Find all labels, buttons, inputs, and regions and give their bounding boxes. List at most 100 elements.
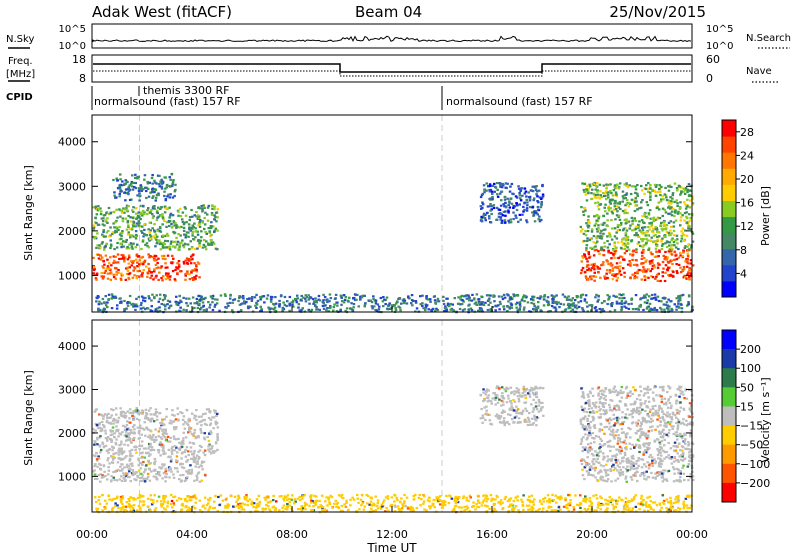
power-cell [339, 294, 343, 297]
velocity-cell [287, 497, 291, 501]
power-cell [159, 241, 162, 244]
velocity-cell [122, 414, 126, 417]
power-cell [123, 309, 126, 312]
power-cell [132, 210, 135, 213]
velocity-cell [100, 420, 104, 424]
power-cell [95, 246, 98, 249]
velocity-cell [572, 508, 576, 511]
velocity-cell [595, 494, 598, 497]
power-cell [227, 304, 230, 308]
power-cell [193, 306, 196, 309]
velocity-cell [528, 504, 531, 507]
velocity-cell [172, 496, 175, 499]
power-cell [664, 250, 667, 254]
power-cell [485, 294, 489, 297]
velocity-cell [180, 440, 184, 443]
velocity-cell [92, 454, 96, 457]
power-cell [131, 188, 135, 191]
velocity-cell [92, 470, 95, 473]
power-cell [652, 264, 656, 267]
power-cell [667, 206, 670, 209]
power-colorbar-segment [722, 120, 736, 137]
power-cell [684, 203, 687, 206]
velocity-cell [104, 507, 107, 510]
power-cell [517, 220, 520, 223]
power-cell [523, 201, 526, 204]
velocity-cell [109, 433, 113, 436]
power-cell [131, 261, 135, 264]
velocity-cell [683, 505, 686, 508]
velocity-cell [213, 411, 217, 414]
power-cell [627, 303, 630, 306]
power-cell [638, 220, 641, 223]
velocity-cell [209, 497, 212, 500]
power-cell [99, 254, 102, 257]
power-cell [609, 262, 613, 265]
velocity-cell [137, 432, 141, 435]
power-cell [617, 256, 620, 259]
velocity-cell [102, 475, 105, 478]
velocity-cell [101, 474, 104, 477]
velocity-cell [121, 468, 124, 471]
power-cell [620, 299, 624, 303]
power-cell [510, 202, 514, 205]
power-cell [603, 245, 607, 248]
power-cell [94, 277, 98, 280]
velocity-cell [99, 451, 102, 454]
velocity-cell [647, 505, 650, 508]
velocity-cell [211, 507, 215, 510]
power-cell [674, 219, 678, 222]
velocity-cell [212, 427, 215, 430]
power-cell [518, 194, 522, 197]
power-cell [580, 260, 584, 263]
power-cell [641, 250, 645, 253]
velocity-cell [186, 423, 190, 426]
nsearch-tick-top: 10^5 [706, 24, 733, 35]
power-cell [668, 205, 671, 208]
power-cell [106, 301, 109, 304]
power-cell [575, 307, 579, 310]
velocity-cell [216, 426, 220, 429]
power-cell [459, 298, 462, 301]
velocity-cell [167, 456, 170, 459]
power-cell [636, 194, 639, 197]
power-cell [121, 220, 125, 223]
velocity-cell [296, 497, 300, 500]
velocity-cell [602, 503, 605, 506]
velocity-cell [584, 500, 587, 503]
cpid-text-themis: themis 3300 RF [143, 84, 230, 97]
velocity-cell [646, 509, 650, 512]
velocity-cell [257, 494, 261, 497]
power-cell [182, 262, 186, 265]
power-cell [651, 217, 654, 220]
power-cell [360, 296, 364, 299]
power-cell [424, 303, 427, 306]
power-cell [248, 297, 251, 300]
power-cell [353, 298, 357, 302]
velocity-cell [197, 466, 201, 469]
power-cell [166, 240, 170, 243]
velocity-cell [103, 499, 107, 502]
velocity-cell [112, 419, 115, 422]
power-cell [168, 216, 171, 219]
velocity-cell [103, 506, 106, 509]
power-cell [192, 225, 195, 229]
power-cell [174, 300, 177, 303]
power-cell [165, 232, 169, 235]
velocity-cell [101, 429, 104, 432]
velocity-cell [250, 500, 254, 503]
power-cell [143, 228, 146, 231]
velocity-cell [131, 425, 135, 428]
power-cell [136, 194, 139, 197]
power-cell [635, 248, 638, 251]
power-cell [631, 254, 634, 257]
power-cell [185, 262, 189, 265]
power-cell [648, 222, 652, 225]
power-cell [597, 250, 600, 253]
power-cell [603, 241, 606, 244]
velocity-cell [138, 429, 141, 433]
power-cell [499, 216, 503, 219]
power-cell [542, 304, 546, 307]
power-cell [182, 223, 186, 226]
power-cell [112, 276, 116, 279]
